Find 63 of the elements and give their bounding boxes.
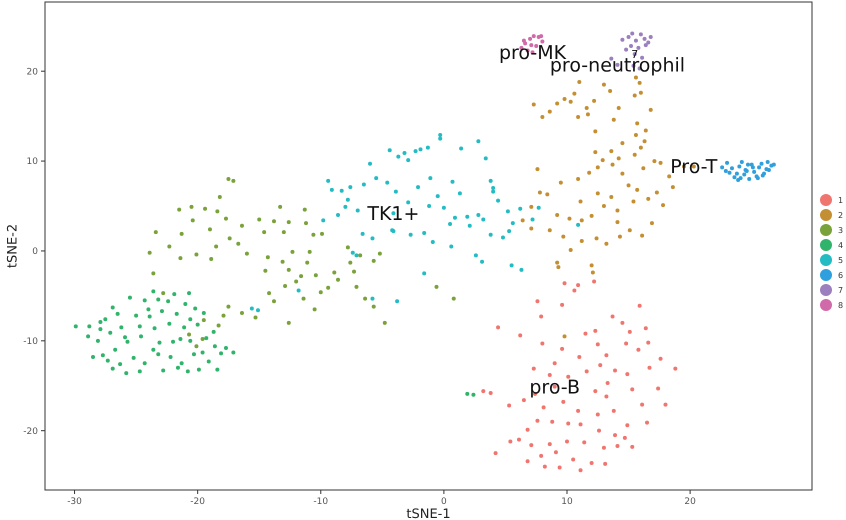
annotation: pro-B	[529, 376, 580, 398]
x-axis-title: tSNE-1	[406, 507, 451, 520]
annotation: 7	[631, 48, 638, 61]
point	[772, 162, 776, 167]
point	[742, 172, 746, 177]
point	[532, 34, 536, 38]
point	[620, 38, 624, 42]
point	[648, 35, 653, 40]
legend-label: 2	[838, 210, 844, 220]
legend-label: 7	[838, 286, 844, 295]
annotation: TK1+	[366, 202, 420, 225]
point	[539, 34, 544, 38]
point	[720, 165, 724, 170]
point	[642, 36, 647, 41]
annotation: Pro-T	[670, 156, 718, 178]
point	[630, 31, 634, 36]
point	[644, 43, 648, 48]
point	[730, 166, 734, 170]
point	[725, 160, 730, 165]
point	[736, 178, 740, 182]
legend-label: 3	[838, 226, 844, 235]
x-tick-label: 10	[561, 497, 574, 507]
legend-label: 6	[838, 270, 844, 280]
legend-label: 8	[838, 300, 844, 310]
point	[636, 46, 640, 50]
y-tick-label: 20	[26, 67, 38, 78]
point	[629, 44, 634, 48]
point	[724, 168, 728, 173]
y-axis-title: tSNE-2	[6, 224, 21, 268]
point	[522, 38, 526, 43]
point	[746, 162, 750, 167]
x-tick-label: -30	[67, 497, 82, 507]
point	[747, 177, 752, 182]
x-tick-label: -10	[313, 497, 328, 507]
point	[737, 164, 742, 168]
legend-label: 4	[838, 240, 844, 250]
point	[757, 165, 762, 170]
legend-label: 5	[838, 256, 844, 265]
point	[626, 35, 631, 40]
x-tick-label: 20	[684, 497, 696, 507]
point	[760, 162, 764, 166]
point	[624, 48, 628, 52]
y-tick-label: -20	[23, 426, 38, 437]
point	[728, 170, 732, 175]
point	[734, 172, 739, 176]
point	[750, 165, 755, 170]
legend-label: 1	[838, 196, 844, 205]
y-tick-label: -10	[23, 336, 38, 347]
point	[646, 40, 650, 44]
point	[752, 170, 756, 174]
point	[738, 176, 743, 180]
x-tick-label: -20	[190, 497, 206, 507]
point	[766, 160, 770, 164]
point	[766, 168, 771, 172]
point	[638, 32, 643, 36]
point	[540, 40, 544, 44]
x-tick-label: 0	[441, 497, 448, 507]
point	[634, 38, 638, 43]
y-tick-label: 10	[26, 157, 38, 168]
point	[528, 36, 532, 41]
point	[732, 175, 736, 180]
y-tick-label: 0	[32, 247, 38, 258]
point	[740, 160, 744, 164]
